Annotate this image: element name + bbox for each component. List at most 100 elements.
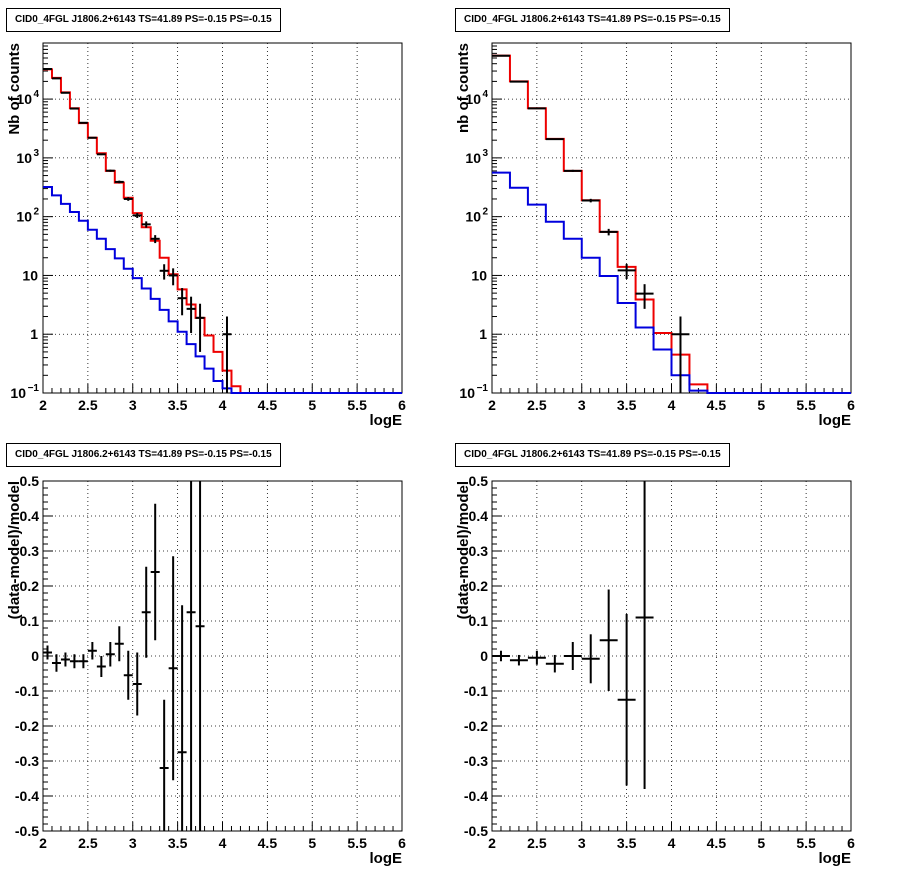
- y-tick-label: 0.2: [20, 578, 40, 594]
- y-tick-label: 10: [10, 385, 26, 401]
- y-tick-exponent: 2: [482, 207, 488, 218]
- y-tick-label: 10: [465, 209, 481, 225]
- data-point: [527, 650, 546, 665]
- data-point: [186, 296, 196, 333]
- data-point: [87, 136, 97, 139]
- x-tick-label: 2.5: [527, 397, 547, 413]
- x-tick-label: 5.5: [347, 835, 367, 851]
- y-tick-exponent: 3: [482, 148, 488, 159]
- x-tick-label: 6: [847, 397, 855, 413]
- y-tick-exponent: −1: [28, 383, 40, 394]
- x-tick-label: 2.5: [78, 397, 98, 413]
- data-point: [509, 654, 528, 666]
- x-axis-label: logE: [819, 412, 852, 429]
- x-tick-label: 5: [757, 835, 765, 851]
- plot-panel: 2 2.5 3 3.5 4 4.5 5 5.5 6 -0.5 -0.4 -0.3 -0.2 -0.1 0 0.…: [455, 473, 855, 867]
- data-point: [509, 80, 528, 83]
- data-point: [132, 652, 142, 716]
- data-point: [222, 316, 232, 393]
- y-tick-label: 0.5: [20, 473, 40, 489]
- data-point: [195, 303, 205, 352]
- plot-panel: 2 2.5 3 3.5 4 4.5 5 5.5 6 -0.5 -0.4 -0.3 -0.2 -0.1 0 0.…: [6, 473, 406, 867]
- chart-title: CID0_4FGL J1806.2+6143 TS=41.89 PS=-0.15…: [6, 8, 281, 32]
- x-tick-label: 3.5: [617, 835, 637, 851]
- chart-title: CID0_4FGL J1806.2+6143 TS=41.89 PS=-0.15…: [455, 443, 730, 467]
- y-tick-label: 0: [480, 648, 488, 664]
- x-tick-label: 3: [578, 835, 586, 851]
- y-tick-label: -0.3: [15, 753, 39, 769]
- x-tick-label: 5: [308, 397, 316, 413]
- x-tick-label: 3.5: [168, 835, 188, 851]
- data-point: [599, 228, 618, 236]
- y-tick-label: 10: [16, 91, 32, 107]
- chart-title: CID0_4FGL J1806.2+6143 TS=41.89 PS=-0.15…: [455, 8, 730, 32]
- y-tick-label: -0.2: [464, 718, 488, 734]
- data-point: [141, 221, 151, 228]
- y-tick-label: 1: [479, 326, 487, 342]
- x-tick-label: 2.5: [527, 835, 547, 851]
- x-tick-label: 4: [668, 835, 676, 851]
- x-axis-label: logE: [370, 850, 403, 867]
- y-tick-label: 10: [465, 91, 481, 107]
- x-tick-label: 4.5: [707, 835, 727, 851]
- x-tick-label: 6: [398, 397, 406, 413]
- data-point: [545, 654, 564, 673]
- data-point: [617, 263, 636, 279]
- data-point: [635, 481, 654, 789]
- x-tick-label: 3: [578, 397, 586, 413]
- x-tick-label: 3: [129, 397, 137, 413]
- y-tick-label: -0.5: [464, 823, 488, 839]
- data-point: [635, 284, 654, 309]
- data-point: [150, 503, 160, 641]
- histogram-series-component-model: [492, 171, 851, 394]
- y-axis-label: (data-model)/model: [455, 481, 472, 619]
- y-tick-label: 0.5: [469, 473, 489, 489]
- data-point: [105, 642, 115, 667]
- x-tick-label: 4.5: [258, 397, 278, 413]
- data-point: [617, 614, 636, 786]
- x-tick-label: 4: [219, 397, 227, 413]
- x-tick-label: 6: [847, 835, 855, 851]
- y-tick-label: 10: [22, 267, 38, 283]
- y-tick-label: 10: [459, 385, 475, 401]
- y-tick-label: 0.1: [20, 613, 40, 629]
- y-tick-label: 10: [465, 150, 481, 166]
- y-axis-label: (data-model)/model: [6, 481, 23, 619]
- x-tick-label: 2: [39, 397, 47, 413]
- x-tick-label: 5.5: [796, 835, 816, 851]
- x-tick-label: 4.5: [258, 835, 278, 851]
- x-tick-label: 3.5: [617, 397, 637, 413]
- data-point: [563, 642, 582, 670]
- y-tick-label: 10: [471, 267, 487, 283]
- y-axis-label: Nb of counts: [6, 43, 23, 135]
- data-point: [177, 605, 187, 831]
- x-tick-label: 3.5: [168, 397, 188, 413]
- data-point: [168, 268, 178, 286]
- y-tick-label: -0.4: [464, 788, 488, 804]
- data-point: [132, 213, 142, 218]
- data-point: [492, 650, 510, 662]
- x-tick-label: 5: [308, 835, 316, 851]
- y-tick-exponent: −1: [477, 383, 489, 394]
- data-point: [78, 121, 88, 124]
- y-tick-exponent: 2: [33, 207, 39, 218]
- data-point: [114, 626, 124, 662]
- y-tick-label: 1: [30, 326, 38, 342]
- data-point: [599, 589, 618, 691]
- data-point: [69, 654, 79, 669]
- data-point: [60, 91, 70, 94]
- data-point: [581, 634, 600, 684]
- y-tick-label: -0.1: [15, 683, 39, 699]
- data-point: [671, 316, 690, 393]
- x-tick-label: 2.5: [78, 835, 98, 851]
- data-point: [563, 169, 582, 172]
- x-axis-label: logE: [819, 850, 852, 867]
- x-tick-label: 4.5: [707, 397, 727, 413]
- y-tick-label: 0.1: [469, 613, 489, 629]
- data-point: [43, 645, 52, 660]
- y-tick-exponent: 3: [33, 148, 39, 159]
- x-tick-label: 2: [488, 835, 496, 851]
